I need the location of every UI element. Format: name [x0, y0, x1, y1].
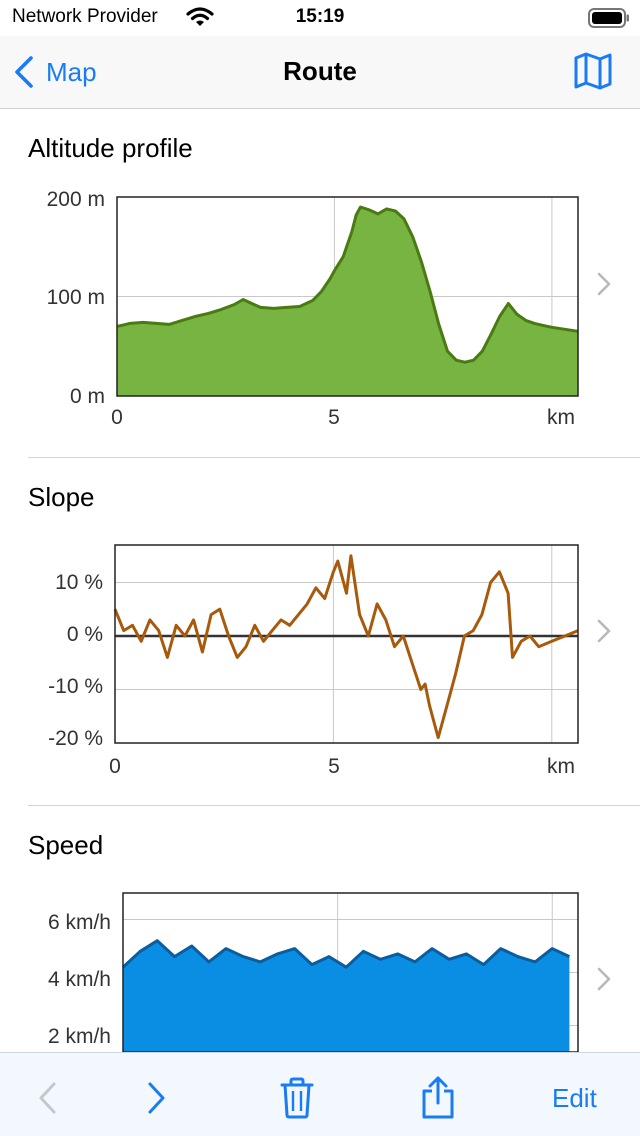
slope-y-tick: 0 % — [67, 623, 103, 646]
altitude-x-tick: 5 — [328, 406, 340, 429]
altitude-frame — [116, 196, 579, 397]
clock: 15:19 — [295, 6, 345, 27]
chevron-right-icon[interactable] — [594, 965, 614, 993]
altitude-y-tick: 200 m — [47, 188, 105, 211]
speed-series-area — [123, 940, 570, 1052]
back-button-label: Map — [46, 56, 97, 87]
speed-chart[interactable]: 6 km/h 4 km/h 2 km/h — [0, 880, 600, 1053]
altitude-series-area — [117, 207, 578, 396]
slope-y-tick: -20 % — [48, 727, 103, 750]
speed-plot-area — [121, 892, 579, 1053]
slope-y-tick: -10 % — [48, 675, 103, 698]
slope-section-title: Slope — [28, 482, 95, 512]
previous-button[interactable] — [36, 1081, 58, 1115]
speed-y-tick: 6 km/h — [48, 911, 111, 934]
battery-icon — [588, 8, 629, 28]
share-icon[interactable] — [420, 1075, 456, 1119]
slope-x-unit: km — [547, 755, 575, 778]
trash-icon[interactable] — [278, 1077, 316, 1119]
altitude-x-unit: km — [547, 406, 575, 429]
status-bar: Network Provider 15:19 — [0, 0, 640, 36]
chevron-right-icon[interactable] — [594, 617, 614, 645]
speed-y-tick: 2 km/h — [48, 1025, 111, 1048]
speed-y-tick: 4 km/h — [48, 968, 111, 991]
bottom-toolbar: Edit — [0, 1052, 640, 1136]
speed-section-title: Speed — [28, 830, 104, 860]
section-divider — [28, 457, 640, 458]
edit-button[interactable]: Edit — [552, 1083, 597, 1113]
slope-x-tick: 5 — [328, 755, 340, 778]
slope-plot-area — [113, 544, 579, 744]
altitude-plot-area — [116, 196, 579, 397]
chevron-left-icon — [15, 56, 33, 88]
page-title: Route — [283, 56, 357, 86]
section-divider — [28, 805, 640, 806]
altitude-y-tick: 0 m — [70, 385, 105, 408]
slope-chart[interactable]: 10 % 0 % -10 % -20 % 0 5 km — [0, 530, 600, 790]
altitude-chart[interactable]: 200 m 100 m 0 m 0 5 km — [0, 180, 600, 440]
slope-x-tick: 0 — [109, 755, 121, 778]
altitude-y-tick: 100 m — [47, 286, 105, 309]
navigation-bar: Map Route — [0, 36, 640, 109]
map-icon[interactable] — [570, 50, 616, 92]
slope-frame — [114, 544, 579, 744]
back-button[interactable]: Map — [12, 52, 97, 92]
altitude-series-line — [116, 205, 579, 364]
altitude-section-title: Altitude profile — [28, 133, 193, 163]
chevron-right-icon[interactable] — [594, 270, 614, 298]
altitude-x-tick: 0 — [111, 406, 123, 429]
wifi-icon — [186, 7, 214, 26]
slope-background — [115, 545, 578, 743]
carrier-label: Network Provider — [12, 6, 158, 27]
slope-y-tick: 10 % — [55, 571, 103, 594]
next-button[interactable] — [146, 1081, 168, 1115]
